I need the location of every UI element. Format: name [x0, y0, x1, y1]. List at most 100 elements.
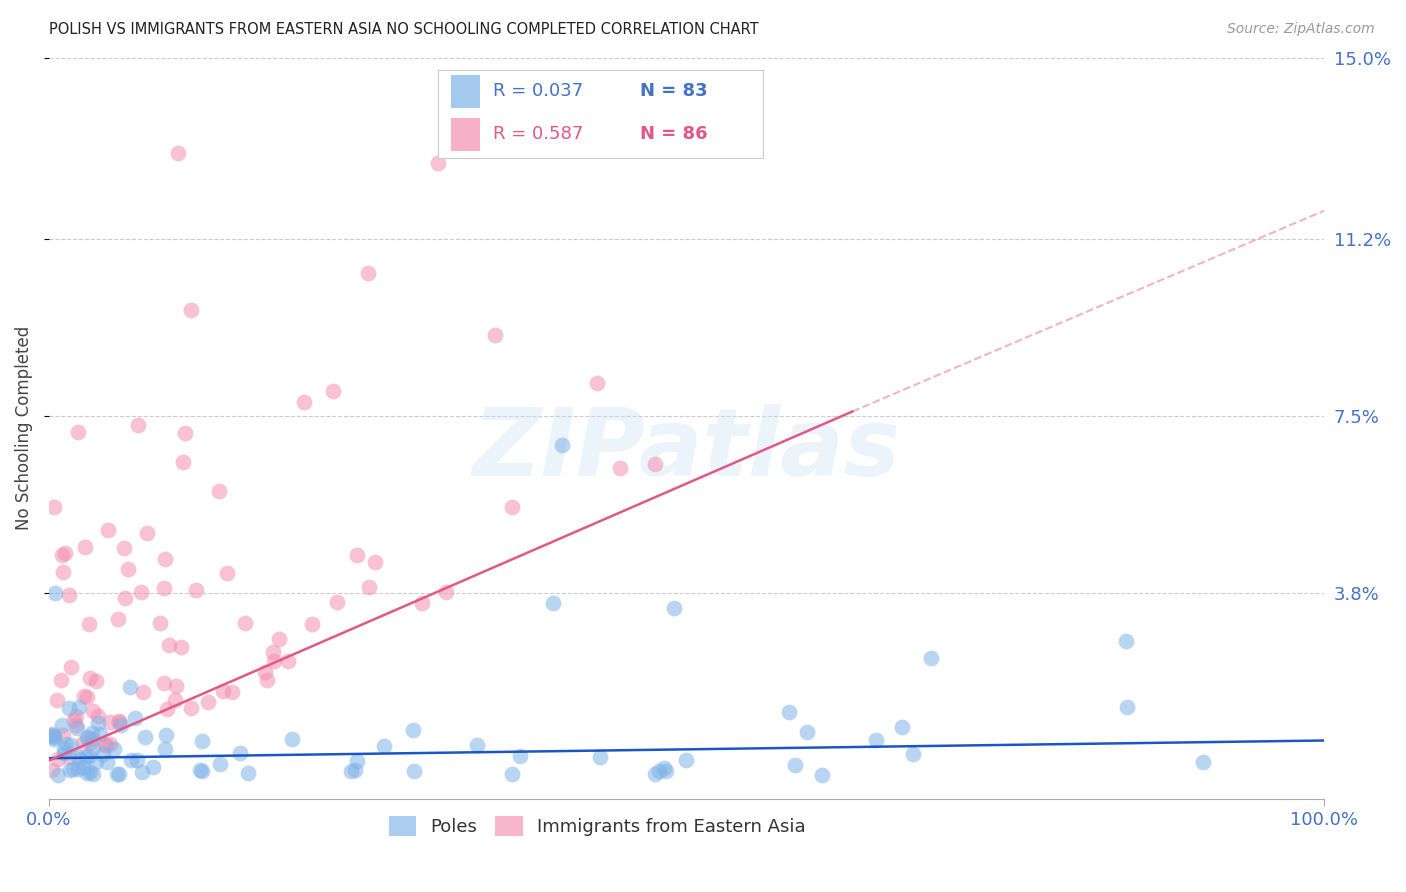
Point: [69, 752, 91, 766]
Point: [44, 586, 66, 600]
Point: [301, 616, 323, 631]
Point: [65, 709, 87, 723]
Point: [117, 562, 139, 576]
Point: [73, 540, 96, 554]
Point: [55, 737, 77, 751]
Point: [142, 760, 165, 774]
Point: [58, 588, 80, 602]
Point: [208, 757, 231, 772]
Point: [165, 680, 187, 694]
Point: [172, 454, 194, 468]
Point: [72, 760, 94, 774]
Point: [644, 767, 666, 781]
Point: [46, 768, 69, 782]
Point: [58, 701, 80, 715]
Y-axis label: No Schooling Completed: No Schooling Completed: [15, 326, 32, 531]
Point: [796, 725, 818, 739]
Point: [51, 718, 73, 732]
Point: [229, 746, 252, 760]
Text: POLISH VS IMMIGRANTS FROM EASTERN ASIA NO SCHOOLING COMPLETED CORRELATION CHART: POLISH VS IMMIGRANTS FROM EASTERN ASIA N…: [49, 22, 759, 37]
Point: [127, 418, 149, 433]
Point: [186, 583, 208, 598]
Point: [157, 638, 180, 652]
Point: [76, 766, 98, 780]
Point: [191, 733, 214, 747]
Point: [58, 750, 80, 764]
Point: [509, 748, 531, 763]
Point: [208, 484, 231, 499]
Point: [174, 425, 197, 440]
Point: [82, 741, 104, 756]
Point: [609, 461, 631, 475]
Point: [66, 762, 89, 776]
Point: [135, 525, 157, 540]
Point: [344, 763, 367, 777]
Point: [364, 555, 387, 569]
Point: [79, 736, 101, 750]
Point: [675, 753, 697, 767]
Point: [221, 684, 243, 698]
Point: [46, 693, 69, 707]
Point: [59, 738, 82, 752]
Point: [84, 673, 107, 688]
Point: [541, 596, 564, 610]
Point: [648, 764, 671, 779]
Point: [98, 714, 121, 729]
Point: [188, 764, 211, 778]
Point: [263, 655, 285, 669]
Point: [94, 738, 117, 752]
Point: [73, 689, 96, 703]
Point: [53, 546, 76, 560]
Point: [66, 722, 89, 736]
Point: [373, 739, 395, 754]
Point: [131, 764, 153, 779]
Point: [82, 767, 104, 781]
Point: [340, 764, 363, 778]
Point: [96, 755, 118, 769]
Text: Source: ZipAtlas.com: Source: ZipAtlas.com: [1227, 22, 1375, 37]
Point: [785, 758, 807, 772]
Point: [127, 753, 149, 767]
Point: [550, 438, 572, 452]
Point: [346, 548, 368, 562]
Point: [51, 549, 73, 563]
Point: [110, 718, 132, 732]
Point: [108, 714, 131, 729]
Point: [920, 650, 942, 665]
Point: [155, 729, 177, 743]
Point: [72, 736, 94, 750]
Point: [281, 731, 304, 746]
Point: [48, 752, 70, 766]
Point: [107, 612, 129, 626]
Point: [103, 741, 125, 756]
Point: [114, 591, 136, 605]
Point: [42, 732, 65, 747]
Point: [1115, 634, 1137, 648]
Point: [652, 761, 675, 775]
Legend: Poles, Immigrants from Eastern Asia: Poles, Immigrants from Eastern Asia: [380, 806, 814, 846]
Point: [79, 616, 101, 631]
Point: [124, 710, 146, 724]
Point: [262, 645, 284, 659]
Point: [67, 700, 90, 714]
Point: [94, 738, 117, 752]
Point: [811, 767, 834, 781]
Point: [80, 726, 103, 740]
Point: [277, 654, 299, 668]
Point: [62, 762, 84, 776]
Point: [89, 727, 111, 741]
Point: [65, 718, 87, 732]
Point: [180, 303, 202, 318]
Point: [411, 596, 433, 610]
Point: [434, 585, 457, 599]
Point: [77, 749, 100, 764]
Point: [269, 632, 291, 647]
Point: [153, 675, 176, 690]
Point: [326, 595, 349, 609]
Point: [644, 457, 666, 471]
Point: [236, 766, 259, 780]
Point: [39, 728, 62, 742]
Point: [662, 600, 685, 615]
Point: [77, 730, 100, 744]
Point: [156, 701, 179, 715]
